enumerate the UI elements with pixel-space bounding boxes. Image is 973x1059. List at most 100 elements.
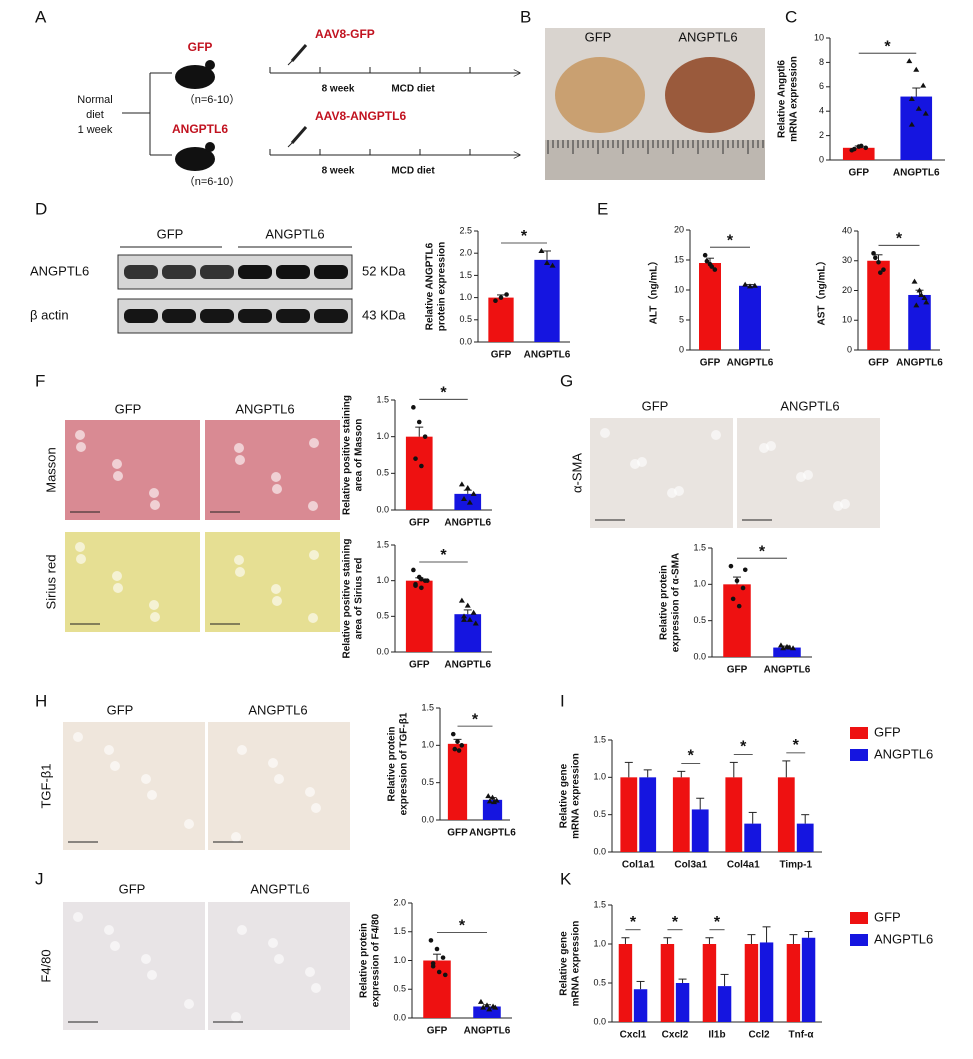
histology-image bbox=[590, 418, 733, 528]
data-point bbox=[411, 567, 416, 573]
x-tick-label: ANGPTL6 bbox=[469, 828, 516, 839]
data-point bbox=[480, 1004, 487, 1010]
histology-texture bbox=[184, 999, 194, 1009]
histology-texture bbox=[308, 501, 318, 511]
histology-texture bbox=[113, 583, 123, 593]
x-tick-label: Cxcl2 bbox=[662, 1030, 689, 1041]
histology-texture bbox=[184, 819, 194, 829]
y-tick-label: 2.0 bbox=[459, 248, 472, 258]
mouse-icon bbox=[175, 65, 215, 89]
bar bbox=[725, 777, 743, 852]
y-axis-label: Relative ANGPTL6 bbox=[425, 242, 436, 330]
data-point bbox=[740, 585, 746, 591]
syringe bbox=[290, 44, 308, 62]
panel-letter: D bbox=[35, 199, 47, 218]
blot-band bbox=[124, 309, 158, 323]
y-tick-label: 10 bbox=[842, 315, 852, 325]
histology-texture bbox=[75, 430, 85, 440]
y-tick-label: 1.5 bbox=[421, 702, 434, 712]
histology-texture bbox=[104, 745, 114, 755]
bar bbox=[744, 823, 762, 852]
bar bbox=[908, 294, 931, 350]
histology-texture bbox=[235, 567, 245, 577]
data-point bbox=[466, 499, 473, 505]
data-point bbox=[491, 799, 498, 805]
significance-star: * bbox=[459, 918, 466, 935]
y-axis-label: area of Sirius red bbox=[354, 558, 365, 640]
data-point bbox=[730, 596, 736, 602]
y-tick-label: 5 bbox=[679, 314, 684, 324]
legend-swatch bbox=[850, 749, 868, 761]
bar bbox=[660, 944, 675, 1022]
histo-row: Masson bbox=[43, 447, 58, 493]
histology-image bbox=[65, 532, 200, 632]
histology-texture bbox=[667, 488, 677, 498]
y-tick-label: 1.5 bbox=[376, 394, 389, 404]
blot-band bbox=[238, 265, 272, 279]
group-name: ANGPTL6 bbox=[172, 122, 228, 136]
blot-protein: β actin bbox=[30, 307, 69, 322]
data-point bbox=[504, 292, 509, 297]
photo-label: GFP bbox=[585, 29, 612, 44]
y-tick-label: 0.0 bbox=[459, 336, 472, 346]
data-point bbox=[780, 645, 787, 651]
data-point bbox=[486, 1006, 493, 1012]
panel-letter: B bbox=[520, 7, 531, 26]
x-tick-label: ANGPTL6 bbox=[727, 358, 774, 369]
bar bbox=[454, 614, 482, 652]
data-point bbox=[464, 485, 471, 490]
y-tick-label: 1.5 bbox=[376, 539, 389, 549]
y-tick-label: 0.0 bbox=[393, 1012, 406, 1022]
data-point bbox=[440, 955, 446, 960]
x-tick-label: Col4a1 bbox=[727, 860, 760, 871]
x-tick-label: GFP bbox=[700, 358, 721, 369]
vector-label: AAV8-ANGPTL6 bbox=[315, 109, 406, 123]
data-point bbox=[747, 283, 753, 289]
bar bbox=[786, 944, 801, 1022]
bar bbox=[488, 297, 514, 342]
y-axis-label: area of Masson bbox=[354, 419, 365, 492]
y-tick-label: 1.5 bbox=[693, 542, 706, 552]
histology-texture bbox=[711, 430, 721, 440]
histology-texture bbox=[274, 774, 284, 784]
panel-letter: A bbox=[35, 7, 47, 26]
blot-band bbox=[314, 265, 348, 279]
significance-star: * bbox=[714, 914, 721, 931]
y-tick-label: 10 bbox=[814, 32, 824, 42]
y-tick-label: 0.5 bbox=[393, 984, 406, 994]
histo-column: GFP bbox=[115, 401, 142, 416]
data-point bbox=[908, 96, 915, 101]
histology-texture bbox=[272, 596, 282, 606]
y-tick-label: 0 bbox=[679, 344, 684, 354]
x-tick-label: ANGPTL6 bbox=[464, 1026, 511, 1037]
data-point bbox=[728, 563, 734, 569]
histology-image bbox=[208, 722, 350, 850]
bar bbox=[773, 647, 801, 657]
y-tick-label: 4 bbox=[819, 106, 824, 116]
histo-column: GFP bbox=[642, 398, 669, 413]
bar bbox=[699, 263, 721, 350]
x-tick-label: GFP bbox=[447, 828, 468, 839]
y-tick-label: 1.5 bbox=[593, 899, 606, 909]
histology-texture bbox=[75, 542, 85, 552]
data-point bbox=[442, 972, 448, 978]
histology-texture bbox=[150, 500, 160, 510]
liver-gfp bbox=[555, 57, 645, 133]
histology-texture bbox=[231, 1012, 241, 1022]
vector-label: AAV8-GFP bbox=[315, 27, 375, 41]
bar bbox=[759, 942, 774, 1022]
legend-label: GFP bbox=[874, 724, 901, 739]
histology-image bbox=[205, 532, 340, 632]
histology-texture bbox=[600, 428, 610, 438]
x-tick-label: ANGPTL6 bbox=[524, 350, 571, 361]
histology-texture bbox=[833, 501, 843, 511]
bar bbox=[900, 96, 933, 160]
y-tick-label: 1.0 bbox=[693, 579, 706, 589]
y-tick-label: 10 bbox=[674, 284, 684, 294]
histology-texture bbox=[271, 584, 281, 594]
x-tick-label: Col1a1 bbox=[622, 860, 655, 871]
data-point bbox=[709, 264, 715, 269]
data-point bbox=[858, 143, 864, 149]
data-point bbox=[434, 946, 440, 952]
